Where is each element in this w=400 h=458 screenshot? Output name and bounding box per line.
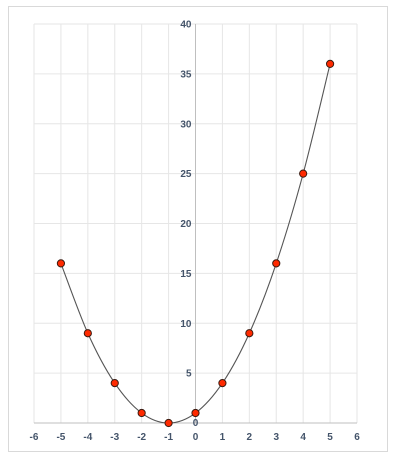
axes — [34, 24, 357, 424]
x-tick-label: 3 — [273, 432, 279, 443]
y-tick-labels: 0 5 10 15 20 25 30 35 40 — [180, 20, 198, 430]
x-tick-label: -6 — [30, 432, 39, 443]
y-tick-label: 30 — [180, 119, 192, 130]
x-tick-label: -3 — [110, 432, 119, 443]
chart-frame — [8, 6, 388, 452]
data-point — [164, 418, 173, 428]
x-tick-label: 2 — [247, 432, 253, 443]
x-tick-label: -1 — [164, 432, 173, 443]
data-point — [56, 259, 66, 268]
x-tick-label: -4 — [83, 432, 92, 443]
y-tick-label: 15 — [180, 269, 192, 280]
smoothed-curve — [60, 63, 331, 424]
x-tick-label: -5 — [56, 432, 65, 443]
data-point — [299, 169, 308, 178]
y-tick-label: 35 — [180, 69, 192, 80]
x-tick-labels: -6 -5 -4 -3 -2 -1 0 1 2 3 4 5 6 — [30, 432, 361, 443]
x-tick-label: -2 — [137, 432, 146, 443]
y-tick-label: 10 — [180, 319, 192, 330]
x-tick-label: 5 — [327, 432, 333, 443]
data-point — [110, 379, 119, 388]
data-point — [272, 259, 281, 268]
curve-layer — [60, 63, 331, 424]
data-point — [191, 408, 200, 418]
data-point — [245, 329, 254, 338]
y-tick-label: 40 — [180, 20, 192, 31]
data-point — [137, 408, 146, 418]
y-tick-label: 20 — [180, 219, 192, 230]
data-point — [218, 379, 227, 388]
y-tick-label: 25 — [180, 169, 192, 180]
data-point — [325, 59, 335, 69]
x-tick-label: 1 — [220, 432, 226, 443]
y-tick-label: 5 — [186, 369, 192, 380]
data-points — [56, 59, 335, 428]
x-tick-label: 0 — [193, 432, 199, 443]
x-tick-label: 6 — [354, 432, 360, 443]
x-tick-label: 4 — [300, 432, 306, 443]
data-point — [83, 329, 92, 338]
y-tick-label: 0 — [193, 418, 199, 429]
